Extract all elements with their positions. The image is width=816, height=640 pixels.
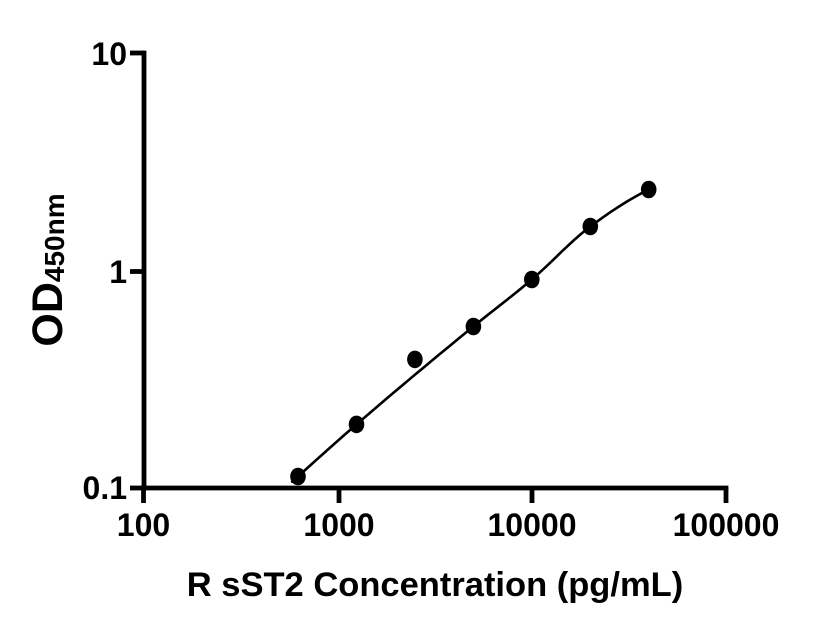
svg-text:R sST2 Concentration (pg/mL): R sST2 Concentration (pg/mL) xyxy=(187,566,683,604)
svg-text:1000: 1000 xyxy=(303,507,374,543)
svg-text:100: 100 xyxy=(117,507,170,543)
svg-text:10: 10 xyxy=(91,36,127,72)
svg-text:10000: 10000 xyxy=(488,507,577,543)
svg-text:100000: 100000 xyxy=(673,507,780,543)
svg-text:1: 1 xyxy=(109,254,127,290)
svg-text:0.1: 0.1 xyxy=(83,470,127,506)
